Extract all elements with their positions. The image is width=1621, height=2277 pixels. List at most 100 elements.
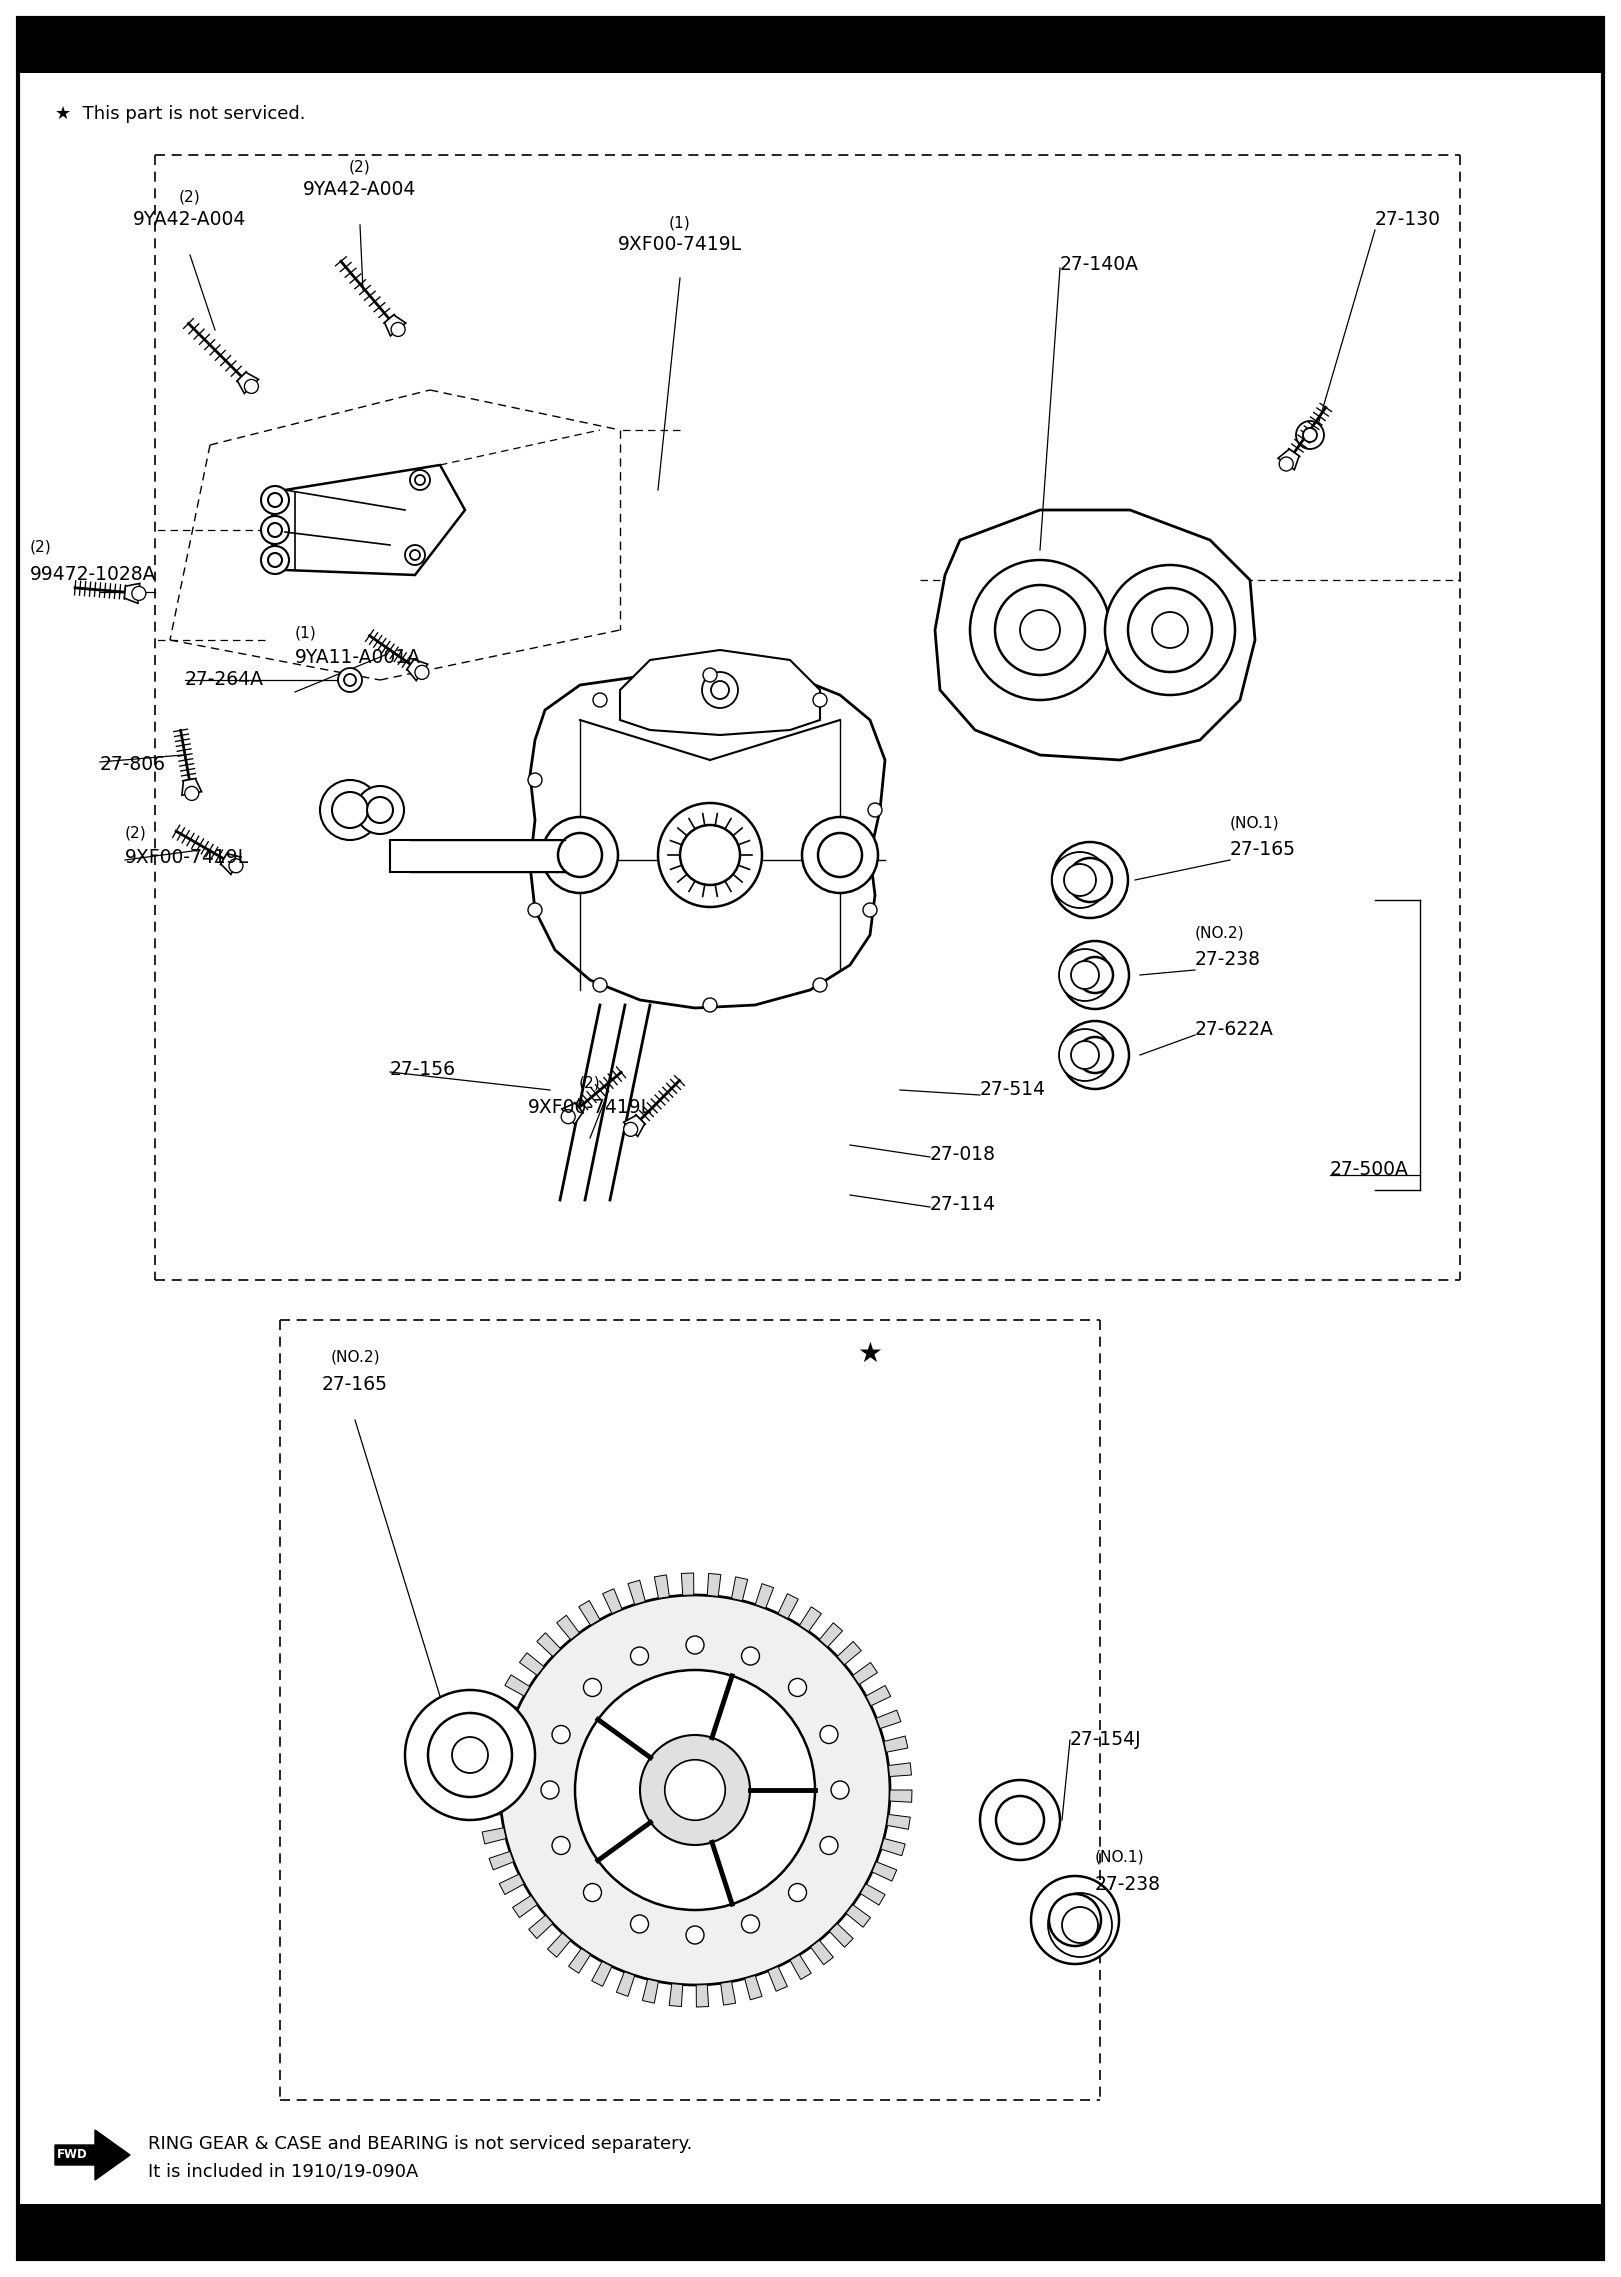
Polygon shape [569,1949,590,1974]
Circle shape [366,797,392,822]
Text: 99472-1028A: 99472-1028A [31,565,157,583]
Text: (2): (2) [180,189,201,205]
Circle shape [1005,594,1075,665]
Text: 27-130: 27-130 [1375,209,1441,230]
Circle shape [267,494,282,508]
Circle shape [862,904,877,918]
Circle shape [640,1735,751,1844]
Text: 27-140A: 27-140A [1060,255,1140,273]
Circle shape [624,1123,637,1136]
Polygon shape [888,1762,911,1776]
Circle shape [1076,956,1114,993]
Text: 27-156: 27-156 [391,1061,456,1079]
Circle shape [820,1726,838,1744]
Circle shape [575,1669,815,1910]
Text: It is included in 1910/19-090A: It is included in 1910/19-090A [148,2161,418,2179]
Text: (2): (2) [579,1075,601,1091]
Circle shape [131,587,146,601]
Polygon shape [55,2129,130,2179]
Polygon shape [935,510,1255,761]
Circle shape [631,1646,648,1664]
Polygon shape [493,1699,519,1719]
Circle shape [1031,1876,1118,1965]
Circle shape [686,1635,704,1653]
Text: 27-018: 27-018 [930,1145,995,1164]
Polygon shape [237,371,258,394]
Polygon shape [697,1986,708,2006]
Text: (NO.1): (NO.1) [1230,815,1279,831]
Text: (NO.2): (NO.2) [331,1350,379,1364]
Circle shape [981,1781,1060,1860]
Text: 9YA42-A004: 9YA42-A004 [133,209,246,230]
Circle shape [267,524,282,537]
Text: 9YA42-A004: 9YA42-A004 [303,180,417,198]
Bar [391,840,575,872]
Text: 9YA11-A001A: 9YA11-A001A [295,649,421,667]
Polygon shape [861,1883,885,1906]
Polygon shape [481,1828,506,1844]
Circle shape [584,1678,601,1696]
Polygon shape [624,1116,645,1136]
Polygon shape [681,1573,694,1596]
Circle shape [1020,610,1060,649]
Text: 9XF00-7419L: 9XF00-7419L [618,235,742,255]
Text: 27-165: 27-165 [323,1375,387,1394]
Polygon shape [655,1576,669,1598]
Circle shape [405,544,425,565]
Circle shape [1062,1908,1097,1942]
Polygon shape [669,1983,682,2006]
Circle shape [686,1926,704,1945]
Polygon shape [883,1735,908,1753]
Circle shape [1049,1894,1101,1947]
Text: 27-165: 27-165 [1230,840,1297,858]
Polygon shape [480,1751,503,1765]
Circle shape [1052,852,1109,909]
Text: FWD: FWD [57,2149,88,2161]
Polygon shape [830,1924,853,1947]
Text: 27-500A: 27-500A [1329,1159,1409,1179]
Circle shape [553,1838,571,1853]
Circle shape [1128,587,1213,672]
Circle shape [1136,597,1203,663]
Circle shape [1049,1892,1112,1956]
Polygon shape [485,1724,509,1742]
Polygon shape [819,1624,843,1646]
Polygon shape [528,1915,553,1938]
Circle shape [679,824,741,886]
Circle shape [319,781,379,840]
Bar [18,18,1603,73]
Text: RING GEAR & CASE and BEARING is not serviced separatery.: RING GEAR & CASE and BEARING is not serv… [148,2136,692,2154]
Polygon shape [519,1653,545,1676]
Circle shape [1059,1029,1110,1082]
Circle shape [452,1737,488,1774]
Circle shape [415,476,425,485]
Text: (NO.1): (NO.1) [1096,1849,1144,1865]
Circle shape [1063,863,1096,897]
Polygon shape [182,779,201,795]
Circle shape [261,546,289,574]
Circle shape [1071,961,1099,988]
Polygon shape [548,1933,571,1958]
Circle shape [1279,458,1294,471]
Circle shape [995,1797,1044,1844]
Circle shape [1071,1041,1099,1068]
Polygon shape [744,1976,762,1999]
Polygon shape [562,1102,584,1125]
Polygon shape [407,660,428,681]
Polygon shape [556,1614,579,1639]
Polygon shape [478,1778,501,1790]
Circle shape [1068,858,1112,902]
Polygon shape [810,1940,833,1965]
Bar [18,2204,1603,2259]
Circle shape [1062,940,1128,1009]
Circle shape [339,667,361,692]
Circle shape [561,1109,575,1123]
Circle shape [631,1915,648,1933]
Polygon shape [220,854,242,874]
Circle shape [185,786,199,802]
Circle shape [541,1781,559,1799]
Text: 27-238: 27-238 [1096,1874,1161,1894]
Circle shape [332,792,368,829]
Text: 27-114: 27-114 [930,1195,997,1214]
Circle shape [267,553,282,567]
